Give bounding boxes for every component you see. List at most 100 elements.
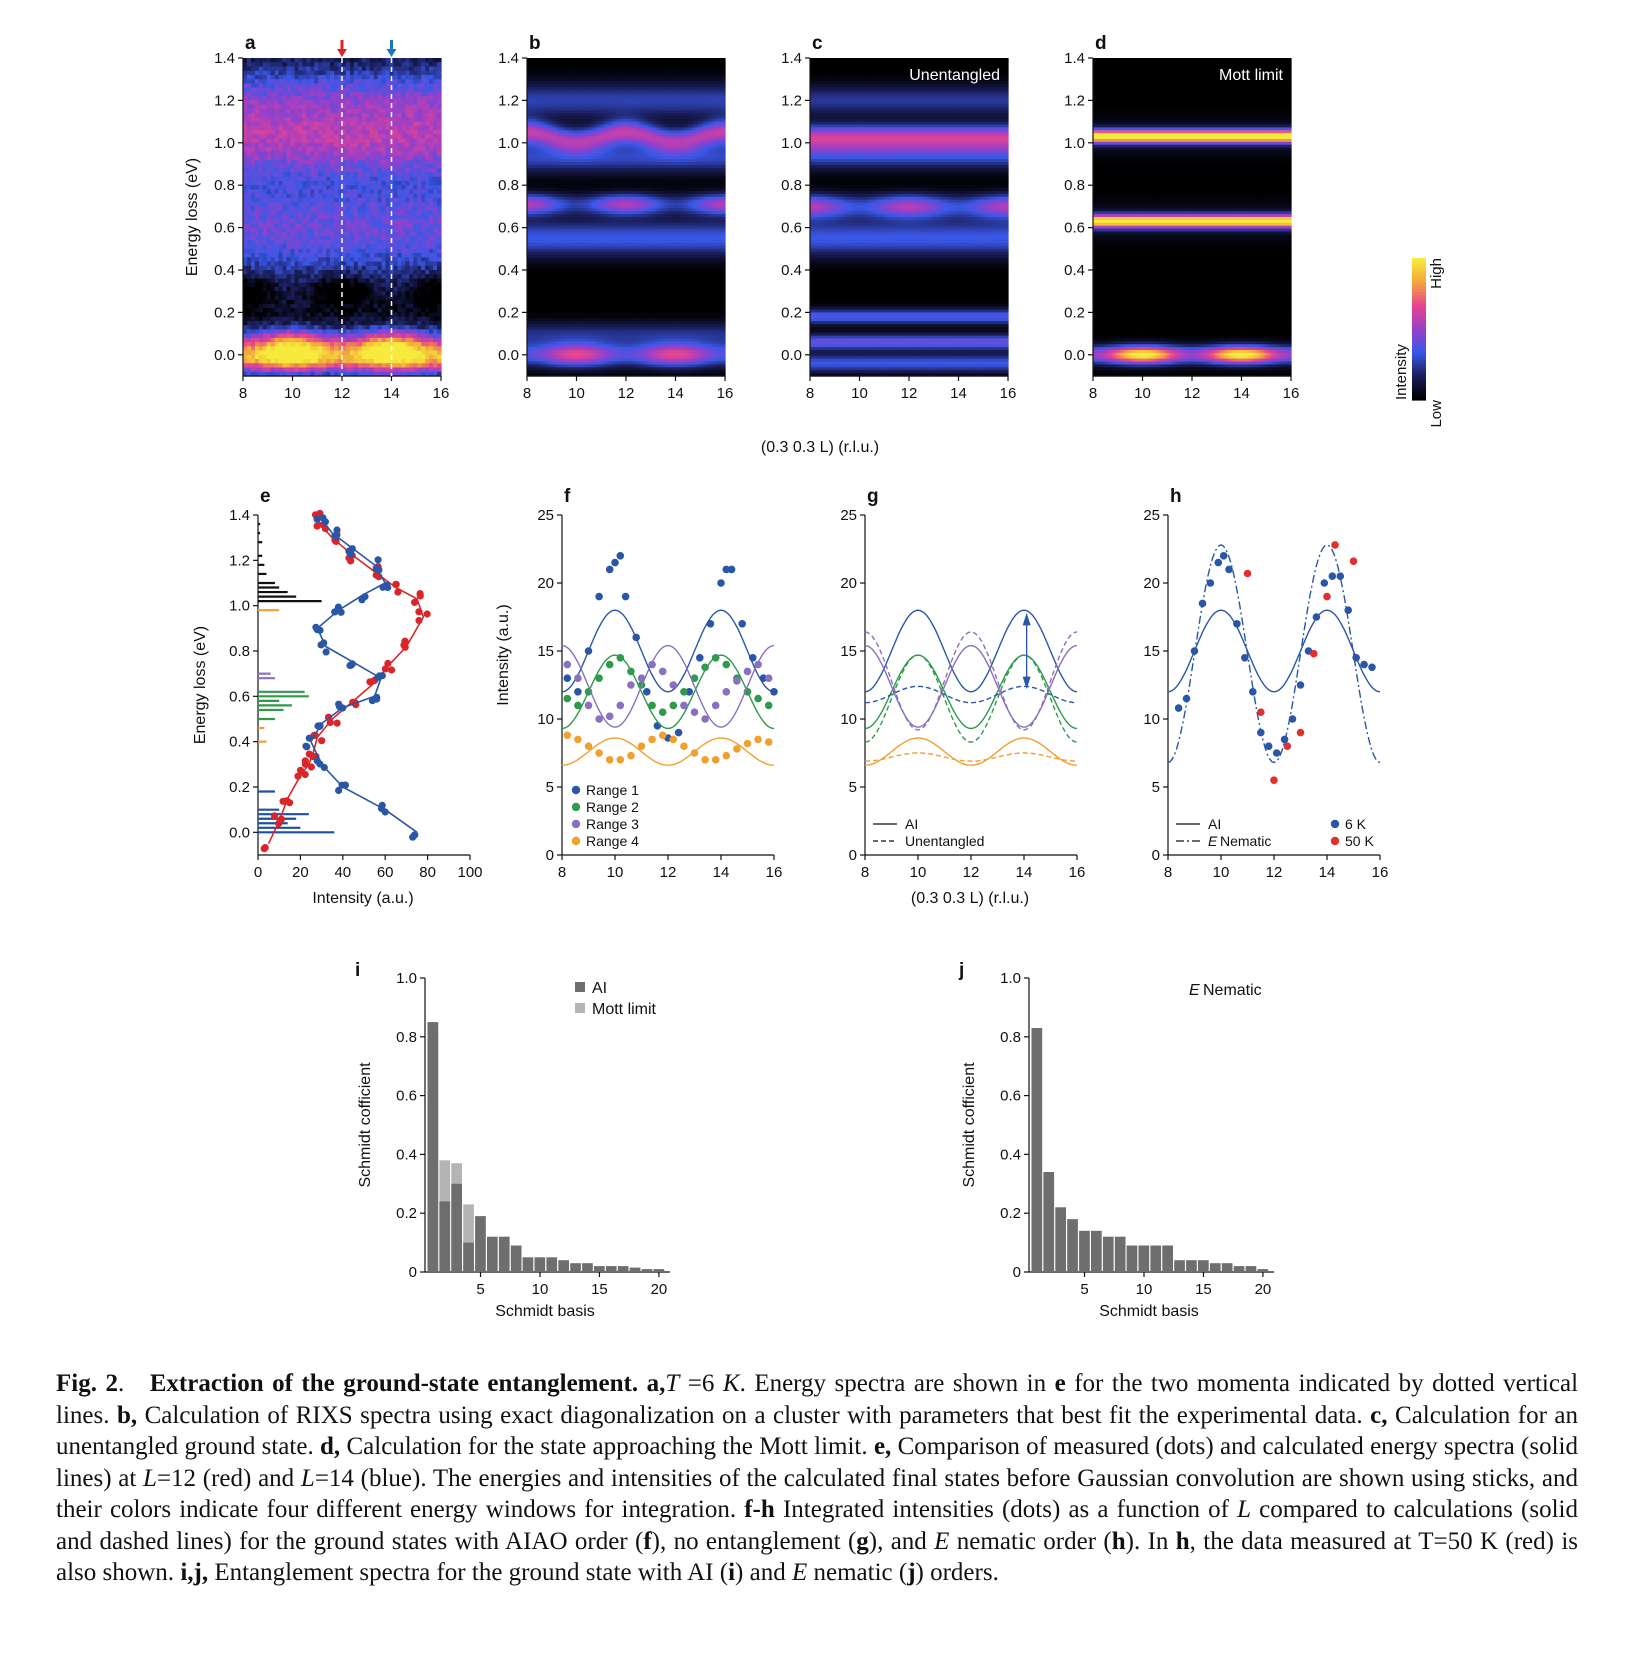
heatmap-cell xyxy=(262,329,268,335)
heatmap-cell xyxy=(429,185,434,191)
heatmap-cell xyxy=(529,370,533,374)
heatmap-cell xyxy=(531,370,536,374)
heatmap-cell xyxy=(397,333,402,339)
heatmap-cell xyxy=(306,189,311,195)
heatmap-cell xyxy=(298,240,303,246)
heatmap-cell xyxy=(536,179,540,183)
heatmap-cell xyxy=(421,312,426,318)
heatmap-cell xyxy=(541,202,545,207)
heatmap-cell xyxy=(534,112,538,117)
heatmap-cell xyxy=(546,185,550,189)
heatmap-cell xyxy=(294,138,300,144)
heatmap-cell xyxy=(349,214,355,220)
heatmap-cell xyxy=(549,130,553,134)
heatmap-cell xyxy=(541,58,545,62)
heatmap-cell xyxy=(318,337,323,343)
heatmap-cell xyxy=(361,354,367,360)
heatmap-cell xyxy=(298,316,303,322)
heatmap-cell xyxy=(531,147,536,152)
heatmap-cell xyxy=(345,202,351,207)
heatmap-cell xyxy=(290,125,296,131)
heatmap-cell xyxy=(539,352,543,357)
heatmap-cell xyxy=(413,342,418,347)
heatmap-cell xyxy=(361,74,367,80)
heatmap-cell xyxy=(270,312,276,318)
heatmap-cell xyxy=(544,81,548,85)
heatmap-cell xyxy=(282,96,288,101)
heatmap-cell xyxy=(274,62,280,68)
heatmap-cell xyxy=(286,193,292,199)
heatmap-cell xyxy=(544,95,548,100)
heatmap-cell xyxy=(318,214,323,220)
heatmap-cell xyxy=(541,352,545,357)
heatmap-cell xyxy=(342,371,347,377)
heatmap-cell xyxy=(330,223,335,229)
heatmap-cell xyxy=(377,329,383,335)
heatmap-cell xyxy=(302,312,307,318)
heatmap-cell xyxy=(274,363,280,369)
heatmap-cell xyxy=(534,312,538,316)
heatmap-cell xyxy=(310,159,315,165)
heatmap-cell xyxy=(549,335,553,340)
heatmap-cell xyxy=(314,265,319,271)
heatmap-cell xyxy=(527,141,531,146)
heatmap-cell xyxy=(536,358,540,363)
heatmap-cell xyxy=(250,371,256,377)
heatmap-cell xyxy=(527,234,531,238)
heatmap-cell xyxy=(266,214,272,220)
heatmap-cell xyxy=(338,286,343,292)
heatmap-cell xyxy=(258,354,264,360)
heatmap-cell xyxy=(254,316,260,322)
heatmap-cell xyxy=(536,271,540,276)
heatmap-cell xyxy=(429,299,434,305)
heatmap-cell xyxy=(306,125,311,131)
heatmap-cell xyxy=(437,172,442,178)
heatmap-cell xyxy=(546,153,550,157)
heatmap-cell xyxy=(539,58,543,62)
heatmap-cell xyxy=(546,306,550,311)
heatmap-cell xyxy=(536,245,540,250)
heatmap-cell xyxy=(544,78,548,82)
heatmap-cell xyxy=(254,223,260,229)
heatmap-cell xyxy=(546,202,550,207)
heatmap-cell xyxy=(338,270,343,275)
heatmap-cell xyxy=(529,355,533,360)
heatmap-cell xyxy=(405,274,410,280)
heatmap-cell xyxy=(551,295,555,299)
heatmap-cell xyxy=(314,367,319,373)
heatmap-cell xyxy=(310,206,315,212)
heatmap-cell xyxy=(294,359,300,364)
heatmap-cell xyxy=(262,350,268,356)
heatmap-cell xyxy=(345,227,351,233)
heatmap-cell xyxy=(286,329,292,335)
heatmap-cell xyxy=(381,346,387,352)
heatmap-cell xyxy=(529,179,533,183)
heatmap-cell xyxy=(361,299,367,305)
heatmap-cell xyxy=(353,231,359,237)
heatmap-cell xyxy=(429,248,434,254)
heatmap-cell xyxy=(539,190,543,195)
heatmap-cell xyxy=(243,312,248,318)
heatmap-cell xyxy=(527,352,531,357)
heatmap-cell xyxy=(409,265,414,271)
heatmap-cell xyxy=(357,316,363,322)
heatmap-cell xyxy=(345,240,351,246)
heatmap-cell xyxy=(546,208,550,212)
heatmap-cell xyxy=(536,101,540,105)
heatmap-cell xyxy=(345,295,351,301)
heatmap-cell xyxy=(345,320,351,326)
heatmap-cell xyxy=(417,147,422,152)
heatmap-cell xyxy=(342,219,347,224)
heatmap-cell xyxy=(549,211,553,215)
heatmap-cell xyxy=(549,231,553,235)
heatmap-cell xyxy=(342,210,347,216)
heatmap-cell xyxy=(373,159,379,165)
heatmap-cell xyxy=(529,153,533,157)
heatmap-cell xyxy=(306,219,311,224)
heatmap-cell xyxy=(246,197,252,203)
heatmap-cell xyxy=(330,333,335,339)
heatmap-cell xyxy=(270,342,276,347)
heatmap-cell xyxy=(302,308,307,313)
heatmap-cell xyxy=(534,170,538,175)
heatmap-cell xyxy=(369,176,375,182)
